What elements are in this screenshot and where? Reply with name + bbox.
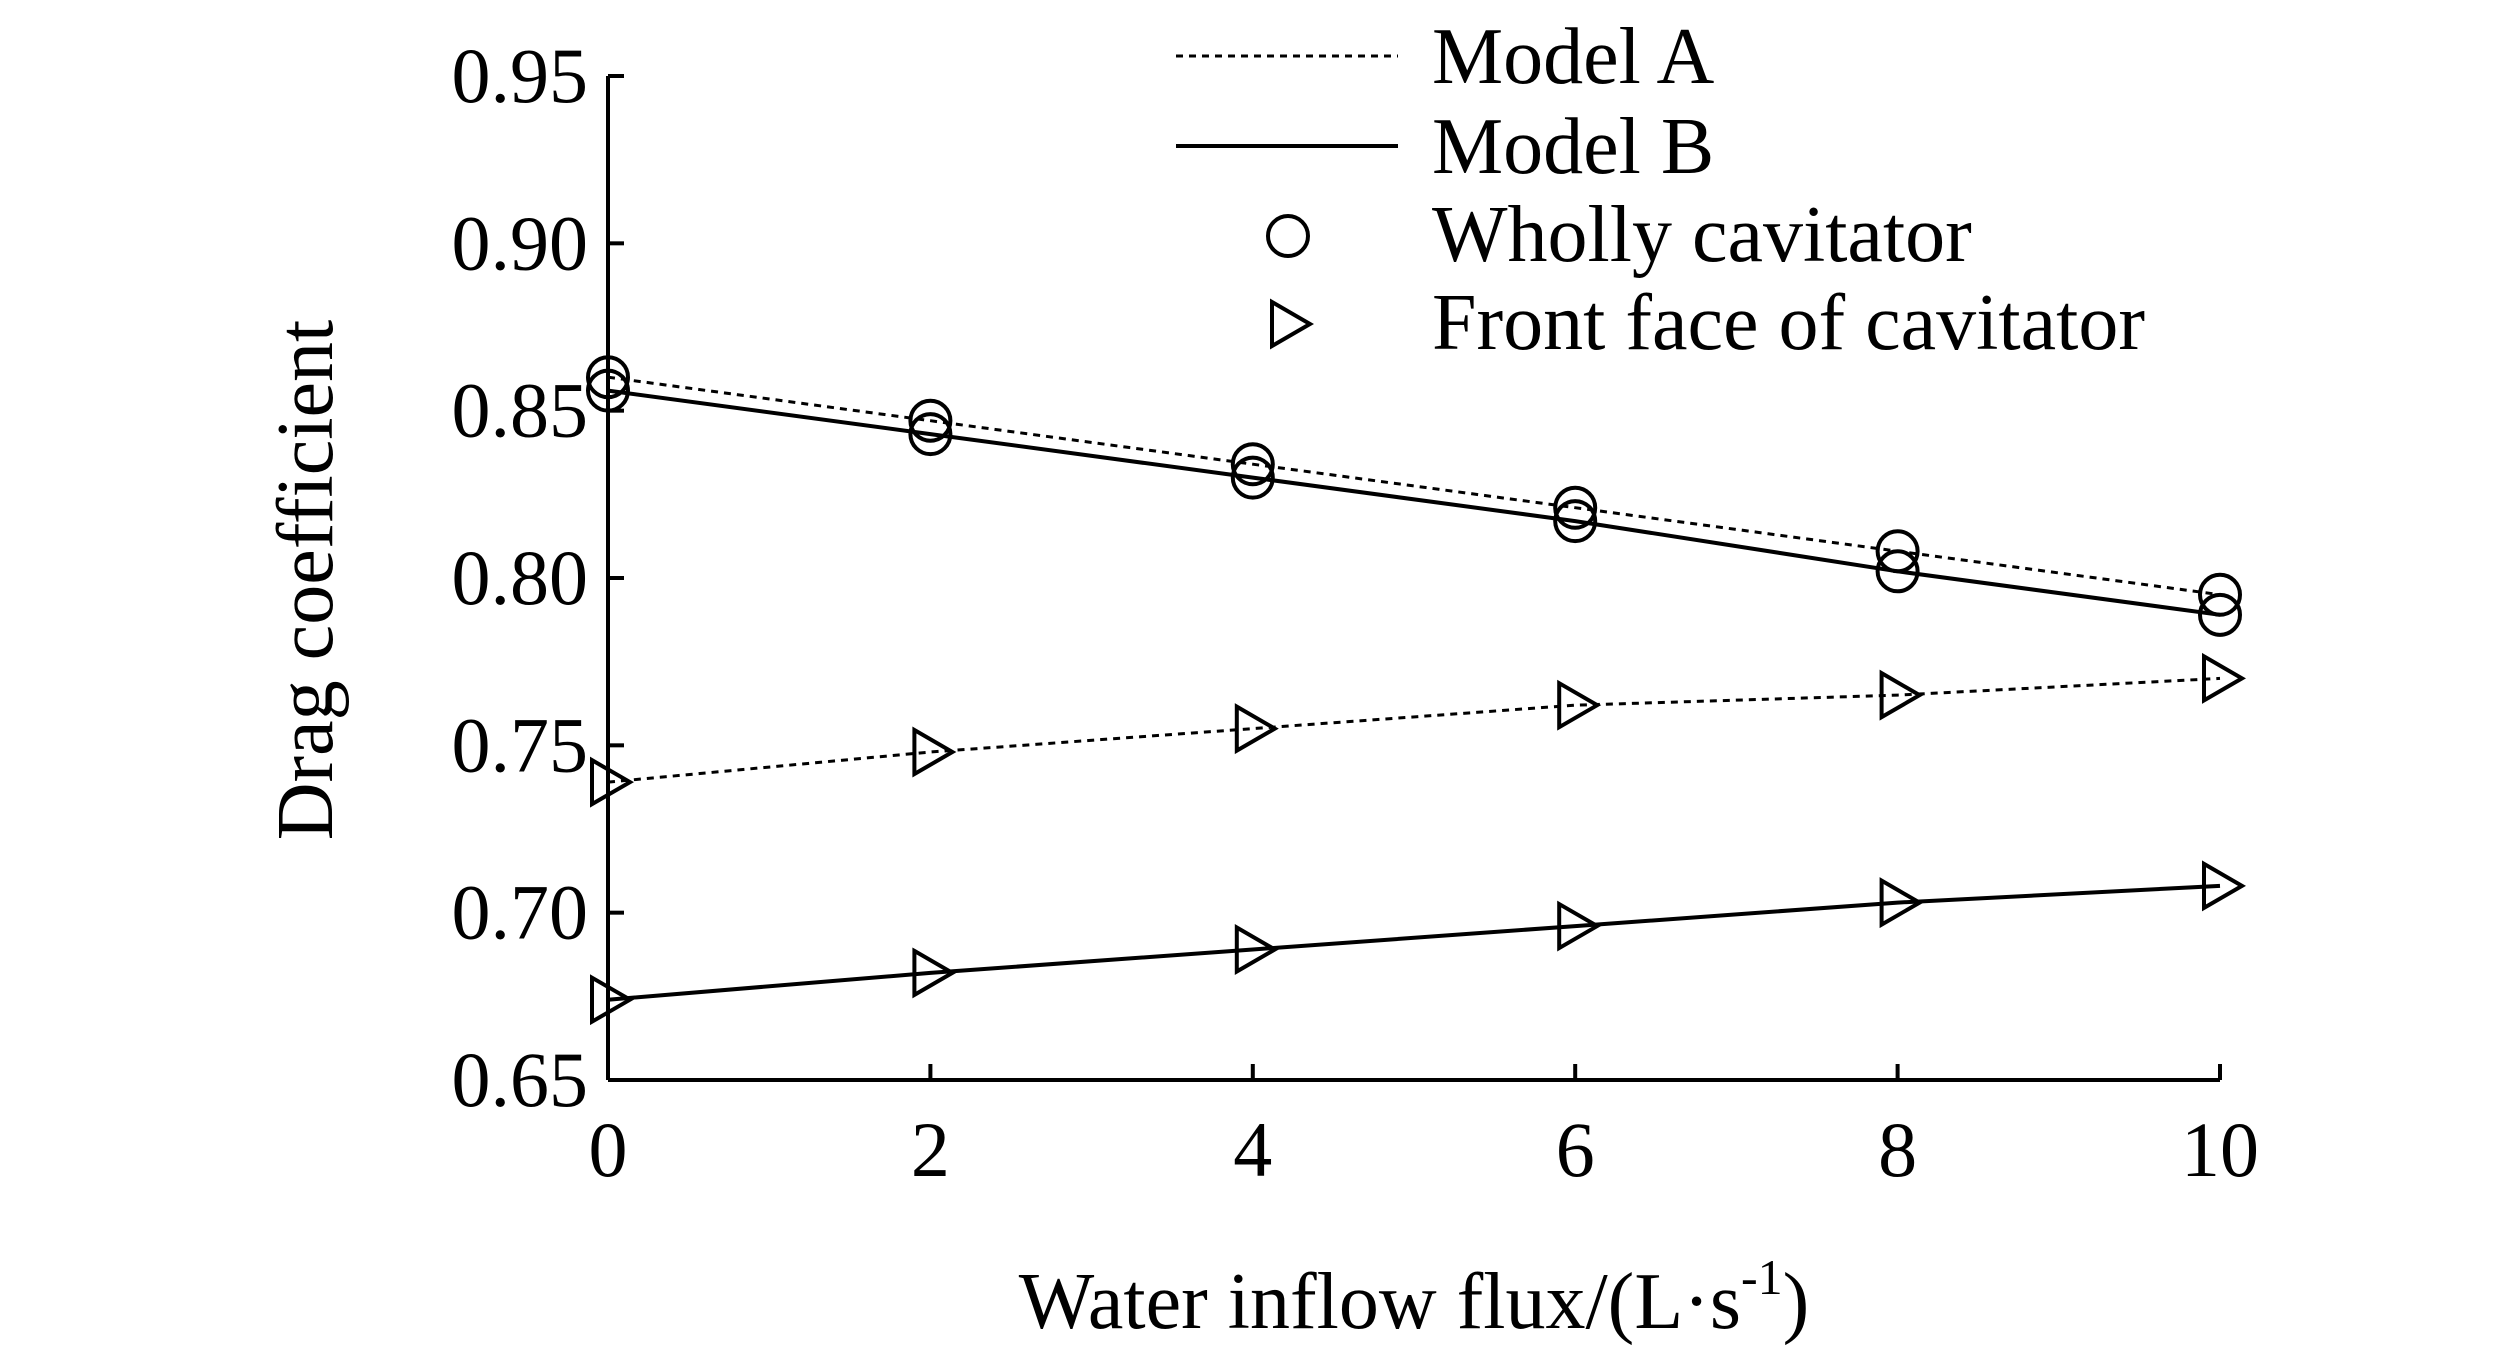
series-line [607,375,2221,597]
circle-marker [1230,455,1275,500]
circle-marker [1553,499,1598,544]
y-tick-label: 0.75 [452,701,589,788]
series-1 [586,355,2242,617]
circle-marker [1553,485,1598,530]
legend-item: Model B [1176,103,1714,191]
x-tick-label: 2 [911,1106,950,1193]
x-tick-label: 10 [2181,1106,2259,1193]
legend-label: Front face of cavitator [1432,279,2145,367]
x-axis-ticks: 0 2 4 6 8 10 [589,1064,2259,1193]
x-tick-label: 6 [1556,1106,1595,1193]
series-3 [590,652,2246,808]
circle-marker [2198,592,2242,637]
series-line [607,676,2221,784]
legend-item: Wholly cavitator [1266,191,1972,279]
circle-marker [908,412,953,457]
x-axis-title: Water inflow flux/(L·s-1) [1019,1249,1810,1346]
triangle-marker [1234,703,1279,755]
y-axis-title: Drag coefficient [262,320,350,840]
series-2 [586,368,2242,637]
circle-marker [586,355,630,400]
circle-marker [586,368,630,413]
y-tick-label: 0.90 [452,199,589,286]
triangle-marker [1557,679,1602,731]
triangle-marker [590,974,634,1026]
circle-marker [908,398,953,443]
legend-marker-sample [1266,214,1310,258]
x-tick-label: 4 [1233,1106,1272,1193]
triangle-marker [912,726,957,778]
x-axis-title-suffix: ) [1783,1258,1810,1346]
triangle-marker [912,947,957,999]
series-line [607,883,2221,1002]
circle-marker [1230,442,1275,487]
legend-label: Model B [1432,103,1714,191]
legend-label: Model A [1432,13,1714,101]
y-axis-ticks: 0.65 0.70 0.75 0.80 0.85 0.90 0.95 [452,32,624,1123]
plot-frame [606,76,2220,1082]
triangle-marker [2202,860,2246,912]
y-tick-label: 0.65 [452,1036,589,1123]
y-tick-label: 0.85 [452,367,589,454]
series-4 [590,860,2246,1026]
triangle-marker [1879,877,1924,929]
circle-marker [1875,549,1920,594]
legend-label: Wholly cavitator [1432,191,1972,279]
x-tick-label: 8 [1878,1106,1917,1193]
triangle-marker [1234,924,1279,975]
triangle-marker [2202,652,2246,704]
series-layer [586,355,2246,1026]
y-tick-label: 0.80 [452,534,589,621]
legend-marker-sample [1270,298,1314,350]
x-axis-title-superscript: -1 [1741,1249,1783,1305]
y-tick-label: 0.95 [452,32,589,119]
x-tick-label: 0 [589,1106,628,1193]
triangle-marker [590,756,634,808]
triangle-marker [1557,900,1602,952]
legend-item: Front face of cavitator [1270,279,2145,367]
y-tick-label: 0.70 [452,869,589,956]
series-line [607,388,2221,617]
triangle-marker [1879,669,1924,721]
legend-item: Model A [1176,13,1714,101]
x-axis-title-main: Water inflow flux/(L·s [1019,1258,1741,1346]
